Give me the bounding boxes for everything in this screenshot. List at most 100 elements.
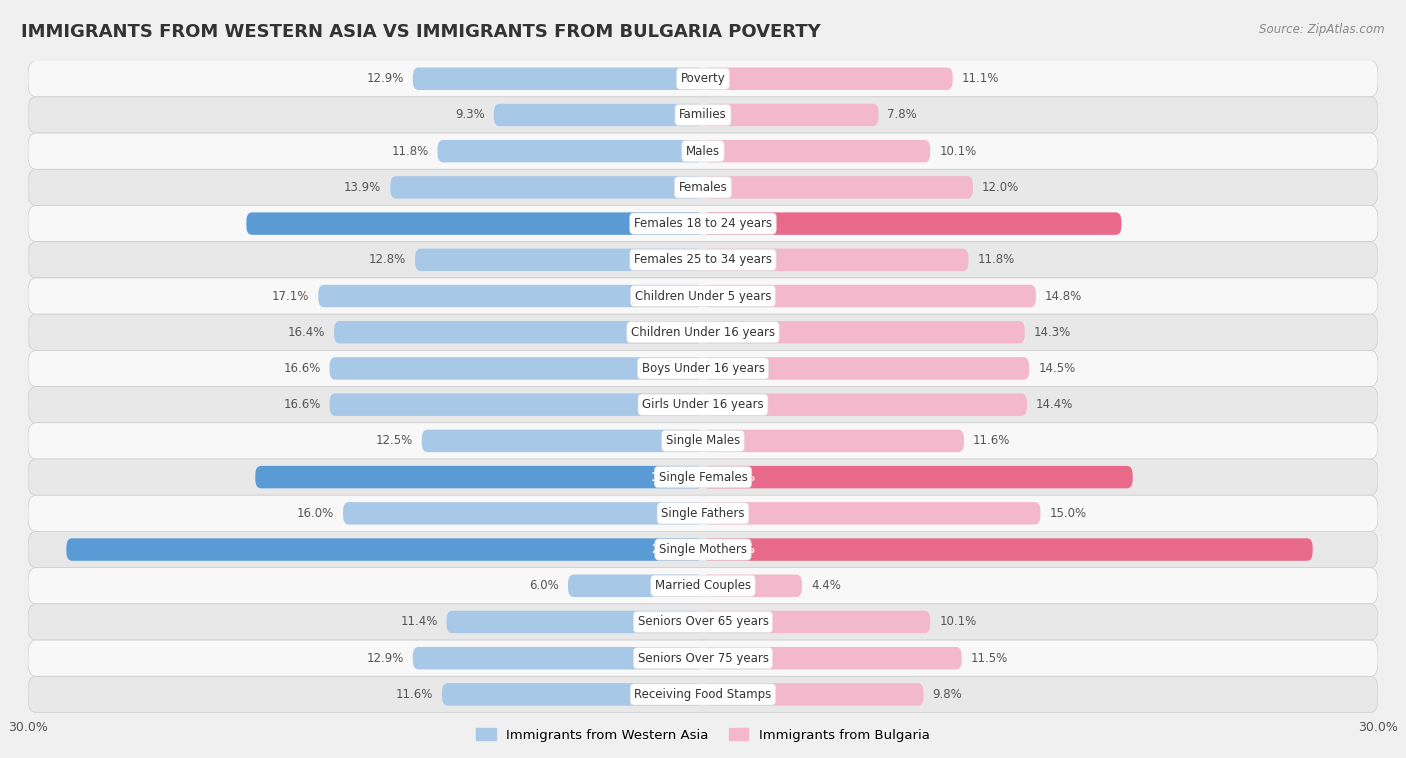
Text: Females: Females xyxy=(679,181,727,194)
Text: 11.6%: 11.6% xyxy=(973,434,1011,447)
FancyBboxPatch shape xyxy=(703,575,801,597)
FancyBboxPatch shape xyxy=(28,676,1378,713)
FancyBboxPatch shape xyxy=(703,285,1036,307)
FancyBboxPatch shape xyxy=(391,176,703,199)
Text: 12.0%: 12.0% xyxy=(981,181,1019,194)
Text: Receiving Food Stamps: Receiving Food Stamps xyxy=(634,688,772,701)
Text: 10.1%: 10.1% xyxy=(939,615,976,628)
Text: 12.9%: 12.9% xyxy=(367,72,404,85)
Text: 27.1%: 27.1% xyxy=(714,543,755,556)
Text: 20.3%: 20.3% xyxy=(651,217,692,230)
Text: Source: ZipAtlas.com: Source: ZipAtlas.com xyxy=(1260,23,1385,36)
FancyBboxPatch shape xyxy=(703,212,1122,235)
Text: 16.6%: 16.6% xyxy=(283,398,321,411)
FancyBboxPatch shape xyxy=(28,278,1378,314)
Text: 11.8%: 11.8% xyxy=(391,145,429,158)
FancyBboxPatch shape xyxy=(28,568,1378,604)
FancyBboxPatch shape xyxy=(703,67,953,90)
Text: 11.1%: 11.1% xyxy=(962,72,1000,85)
Text: 16.4%: 16.4% xyxy=(288,326,325,339)
Text: 17.1%: 17.1% xyxy=(271,290,309,302)
FancyBboxPatch shape xyxy=(703,249,969,271)
FancyBboxPatch shape xyxy=(703,393,1026,416)
Text: Females 25 to 34 years: Females 25 to 34 years xyxy=(634,253,772,266)
Text: 11.6%: 11.6% xyxy=(395,688,433,701)
FancyBboxPatch shape xyxy=(329,393,703,416)
FancyBboxPatch shape xyxy=(28,97,1378,133)
FancyBboxPatch shape xyxy=(703,321,1025,343)
Text: 14.8%: 14.8% xyxy=(1045,290,1083,302)
FancyBboxPatch shape xyxy=(28,495,1378,531)
Text: 7.8%: 7.8% xyxy=(887,108,917,121)
Text: Married Couples: Married Couples xyxy=(655,579,751,592)
FancyBboxPatch shape xyxy=(703,683,924,706)
Legend: Immigrants from Western Asia, Immigrants from Bulgaria: Immigrants from Western Asia, Immigrants… xyxy=(477,728,929,742)
Text: 28.3%: 28.3% xyxy=(651,543,692,556)
Text: 19.1%: 19.1% xyxy=(714,471,755,484)
FancyBboxPatch shape xyxy=(703,647,962,669)
FancyBboxPatch shape xyxy=(329,357,703,380)
Text: 16.6%: 16.6% xyxy=(283,362,321,375)
FancyBboxPatch shape xyxy=(28,604,1378,640)
FancyBboxPatch shape xyxy=(413,647,703,669)
Text: Children Under 5 years: Children Under 5 years xyxy=(634,290,772,302)
Text: Girls Under 16 years: Girls Under 16 years xyxy=(643,398,763,411)
FancyBboxPatch shape xyxy=(28,531,1378,568)
FancyBboxPatch shape xyxy=(66,538,703,561)
Text: 9.3%: 9.3% xyxy=(456,108,485,121)
Text: 13.9%: 13.9% xyxy=(344,181,381,194)
Text: 11.4%: 11.4% xyxy=(401,615,437,628)
Text: 12.5%: 12.5% xyxy=(375,434,413,447)
Text: Seniors Over 75 years: Seniors Over 75 years xyxy=(637,652,769,665)
Text: 16.0%: 16.0% xyxy=(297,507,335,520)
FancyBboxPatch shape xyxy=(28,205,1378,242)
FancyBboxPatch shape xyxy=(28,61,1378,97)
Text: Single Mothers: Single Mothers xyxy=(659,543,747,556)
Text: IMMIGRANTS FROM WESTERN ASIA VS IMMIGRANTS FROM BULGARIA POVERTY: IMMIGRANTS FROM WESTERN ASIA VS IMMIGRAN… xyxy=(21,23,821,41)
Text: Families: Families xyxy=(679,108,727,121)
Text: 12.8%: 12.8% xyxy=(368,253,406,266)
Text: 14.4%: 14.4% xyxy=(1036,398,1073,411)
FancyBboxPatch shape xyxy=(28,242,1378,278)
Text: 4.4%: 4.4% xyxy=(811,579,841,592)
Text: 15.0%: 15.0% xyxy=(1049,507,1087,520)
Text: 12.9%: 12.9% xyxy=(367,652,404,665)
FancyBboxPatch shape xyxy=(447,611,703,633)
Text: 14.5%: 14.5% xyxy=(1038,362,1076,375)
FancyBboxPatch shape xyxy=(703,502,1040,525)
FancyBboxPatch shape xyxy=(703,430,965,452)
FancyBboxPatch shape xyxy=(422,430,703,452)
FancyBboxPatch shape xyxy=(256,466,703,488)
FancyBboxPatch shape xyxy=(28,133,1378,169)
FancyBboxPatch shape xyxy=(246,212,703,235)
Text: Males: Males xyxy=(686,145,720,158)
FancyBboxPatch shape xyxy=(335,321,703,343)
FancyBboxPatch shape xyxy=(28,423,1378,459)
FancyBboxPatch shape xyxy=(568,575,703,597)
FancyBboxPatch shape xyxy=(413,67,703,90)
FancyBboxPatch shape xyxy=(703,357,1029,380)
FancyBboxPatch shape xyxy=(494,104,703,126)
Text: 10.1%: 10.1% xyxy=(939,145,976,158)
FancyBboxPatch shape xyxy=(28,350,1378,387)
Text: 19.9%: 19.9% xyxy=(651,471,692,484)
FancyBboxPatch shape xyxy=(28,640,1378,676)
FancyBboxPatch shape xyxy=(441,683,703,706)
Text: Single Males: Single Males xyxy=(666,434,740,447)
FancyBboxPatch shape xyxy=(415,249,703,271)
Text: Single Females: Single Females xyxy=(658,471,748,484)
Text: 14.3%: 14.3% xyxy=(1033,326,1071,339)
Text: Females 18 to 24 years: Females 18 to 24 years xyxy=(634,217,772,230)
Text: Children Under 16 years: Children Under 16 years xyxy=(631,326,775,339)
FancyBboxPatch shape xyxy=(318,285,703,307)
FancyBboxPatch shape xyxy=(28,459,1378,495)
Text: Boys Under 16 years: Boys Under 16 years xyxy=(641,362,765,375)
FancyBboxPatch shape xyxy=(28,387,1378,423)
FancyBboxPatch shape xyxy=(703,104,879,126)
FancyBboxPatch shape xyxy=(703,140,931,162)
FancyBboxPatch shape xyxy=(703,466,1133,488)
Text: Poverty: Poverty xyxy=(681,72,725,85)
Text: Seniors Over 65 years: Seniors Over 65 years xyxy=(637,615,769,628)
Text: 11.5%: 11.5% xyxy=(970,652,1008,665)
FancyBboxPatch shape xyxy=(28,169,1378,205)
